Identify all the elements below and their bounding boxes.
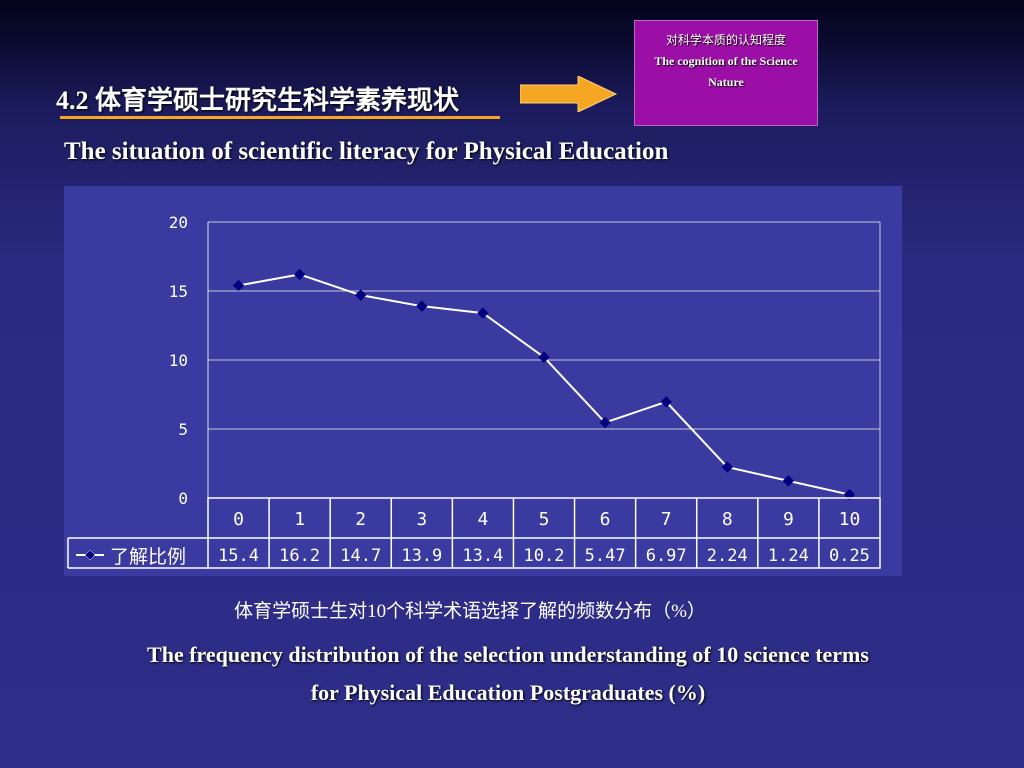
slide-subtitle: The situation of scientific literacy for… — [64, 138, 669, 165]
title-underline — [60, 116, 500, 119]
callout-box: 对科学本质的认知程度 The cognition of the Science … — [634, 20, 818, 126]
chart-caption-en: The frequency distribution of the select… — [0, 636, 1016, 712]
chart-caption-zh: 体育学硕士生对10个科学术语选择了解的频数分布（%） — [234, 601, 706, 622]
arrow-right-icon — [520, 76, 618, 112]
callout-text-zh: 对科学本质的认知程度 — [665, 33, 786, 47]
callout-text-en-2: Nature — [708, 75, 744, 89]
chart-area — [64, 186, 902, 576]
chart-caption-en-line-1: The frequency distribution of the select… — [147, 642, 869, 667]
chart-caption-en-line-2: for Physical Education Postgraduates (%) — [310, 680, 706, 705]
callout-text-en-1: The cognition of the Science — [654, 54, 798, 68]
slide-title: 4.2 体育学硕士研究生科学素养现状 — [56, 86, 460, 115]
